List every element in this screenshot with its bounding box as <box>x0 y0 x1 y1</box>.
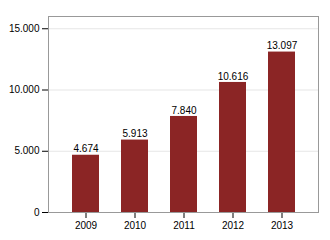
svg-text:10.616: 10.616 <box>218 71 249 82</box>
svg-text:2013: 2013 <box>271 220 294 231</box>
svg-text:2010: 2010 <box>124 220 147 231</box>
svg-text:4.674: 4.674 <box>73 143 98 154</box>
svg-text:5.913: 5.913 <box>122 128 147 139</box>
svg-text:0: 0 <box>34 207 40 218</box>
svg-text:2009: 2009 <box>75 220 98 231</box>
svg-text:15.000: 15.000 <box>9 23 40 34</box>
svg-text:13.097: 13.097 <box>267 40 298 51</box>
svg-text:7.840: 7.840 <box>171 105 196 116</box>
svg-text:2011: 2011 <box>173 220 195 231</box>
svg-text:10.000: 10.000 <box>9 84 40 95</box>
svg-text:5.000: 5.000 <box>14 145 39 156</box>
svg-text:2012: 2012 <box>222 220 245 231</box>
